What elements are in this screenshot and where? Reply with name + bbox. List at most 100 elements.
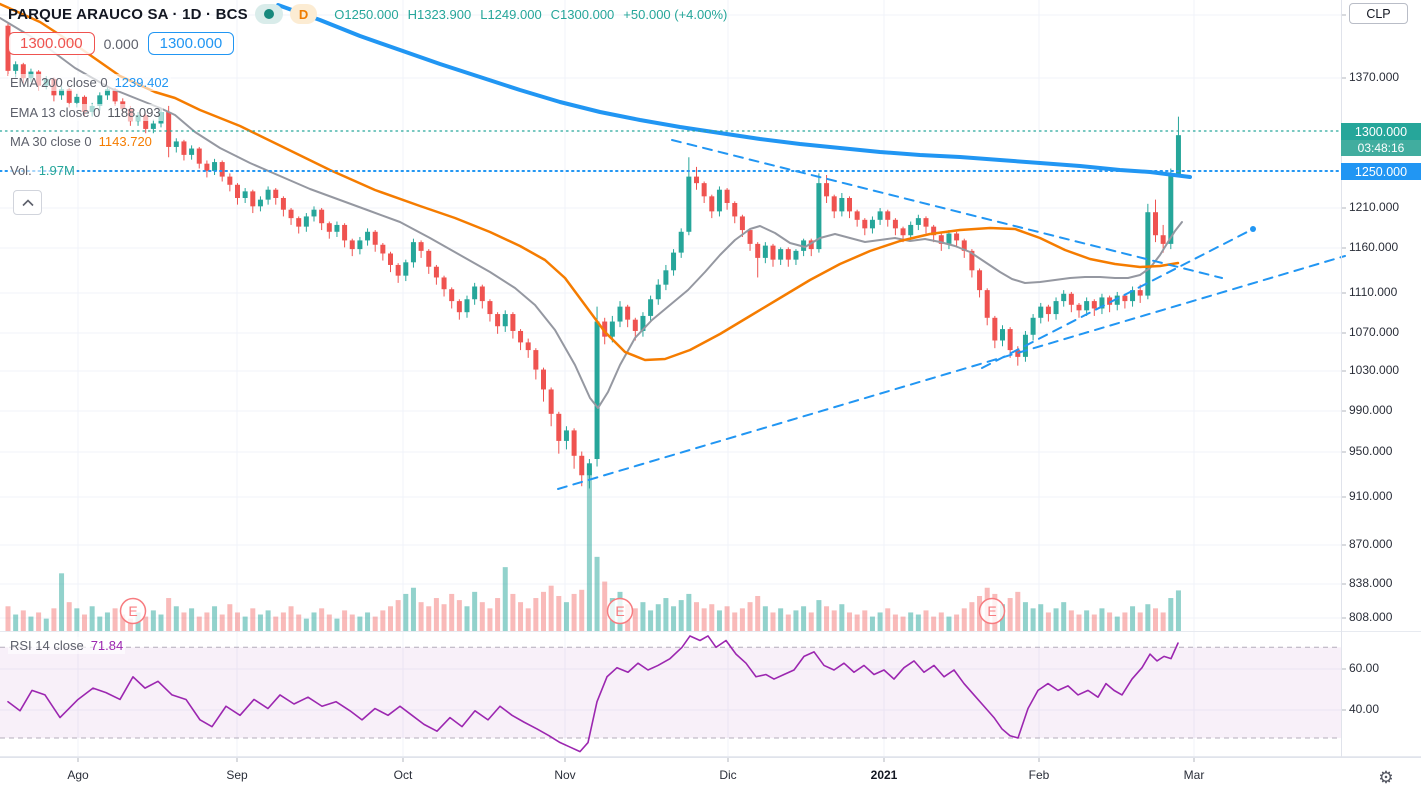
volume-bar <box>785 614 791 631</box>
candle-body <box>877 211 883 220</box>
legend-ema200[interactable]: EMA 200 close 0 1239.402 <box>8 74 171 91</box>
settings-gear-icon[interactable]: ⚙ <box>1378 768 1394 787</box>
candle-body <box>579 455 585 476</box>
volume-bar <box>961 608 967 631</box>
volume-bar <box>586 466 592 631</box>
volume-bar <box>120 614 126 631</box>
candle-body <box>1145 212 1151 296</box>
volume-bar <box>563 602 569 631</box>
price-axis[interactable] <box>1341 0 1421 757</box>
volume-bar <box>541 591 546 631</box>
volume-bar <box>166 598 172 631</box>
time-axis[interactable] <box>0 757 1421 798</box>
alert-price-badge[interactable]: 1250.000 <box>1341 163 1421 180</box>
market-status-pill[interactable] <box>254 4 283 24</box>
earnings-marker[interactable] <box>978 597 1006 625</box>
volume-bar <box>395 600 401 631</box>
candle-body <box>678 231 684 253</box>
rsi-axis-label: 40.00 <box>1349 702 1380 716</box>
trendline[interactable] <box>557 255 1346 490</box>
volume-bar <box>303 618 309 631</box>
trendline-endpoint[interactable] <box>1250 226 1256 232</box>
legend-ma30-value: 1143.720 <box>98 134 152 149</box>
candle-body <box>395 264 401 276</box>
volume-bar <box>280 612 286 631</box>
volume-bar <box>862 610 868 631</box>
earnings-marker-label: E <box>987 603 996 619</box>
candle-body <box>181 141 187 155</box>
legend-volume[interactable]: Vol. 1.97M <box>8 162 77 179</box>
candle-body <box>984 290 990 318</box>
volume-bar <box>808 612 814 631</box>
time-axis-label: Dic <box>719 768 737 782</box>
trendline[interactable] <box>981 229 1252 369</box>
volume-bar <box>579 589 585 631</box>
legend-ma30[interactable]: MA 30 close 0 1143.720 <box>8 133 154 150</box>
price-axis-label: 870.000 <box>1349 537 1393 551</box>
volume-bar <box>311 612 317 631</box>
earnings-marker[interactable] <box>606 597 634 625</box>
candle-body <box>388 253 393 265</box>
earnings-marker[interactable] <box>119 597 147 625</box>
candle-body <box>418 242 424 251</box>
collapse-legend-button[interactable] <box>13 190 42 215</box>
candle-body <box>189 148 195 155</box>
trendline[interactable] <box>671 139 1223 279</box>
candle-body <box>449 289 455 302</box>
alert-price-box-blue[interactable]: 1300.000 <box>147 32 235 55</box>
price-axis-label: 1160.000 <box>1349 240 1399 254</box>
volume-bar <box>747 602 753 631</box>
legend-ema13-label: EMA 13 close 0 <box>10 105 101 120</box>
price-axis-label: 1110.000 <box>1349 285 1398 299</box>
volume-bar <box>426 606 432 631</box>
price-axis-label: 990.000 <box>1349 403 1393 417</box>
close-value: C1300.000 <box>550 6 615 22</box>
volume-bar <box>724 606 730 631</box>
volume-bar <box>235 612 240 631</box>
candle-body <box>793 250 799 260</box>
candle-body <box>510 314 516 331</box>
interval-pill[interactable]: D <box>289 4 318 24</box>
volume-bar <box>885 608 891 631</box>
candle-body <box>1068 293 1074 305</box>
candle-body <box>357 240 363 250</box>
candle-body <box>571 430 577 456</box>
symbol-title[interactable]: PARQUE ARAUCO SA · 1D · BCS <box>8 5 248 23</box>
legend-volume-label: Vol. <box>10 163 32 178</box>
volume-bar <box>5 606 11 631</box>
volume-bar <box>1068 610 1074 631</box>
volume-bar <box>915 614 921 631</box>
candle-body <box>1122 295 1128 302</box>
legend-ema13[interactable]: EMA 13 close 0 1188.093 <box>8 104 163 121</box>
volume-bar <box>1022 602 1028 631</box>
volume-bar <box>755 595 761 631</box>
volume-bar <box>464 606 470 631</box>
market-status-dot-icon <box>263 9 274 19</box>
candle-body <box>640 315 646 331</box>
volume-bar <box>1168 598 1174 631</box>
candle-body <box>1114 295 1120 305</box>
candle-body <box>372 231 378 245</box>
volume-bar <box>410 587 416 631</box>
pane-separator-bottom[interactable] <box>0 756 1421 757</box>
legend-rsi[interactable]: RSI 14 close 71.84 <box>8 637 126 654</box>
ma30-line <box>0 2 1180 362</box>
current-price-badge[interactable]: 1300.000 <box>1341 123 1421 140</box>
volume-bar <box>28 616 34 631</box>
volume-bar <box>663 598 669 631</box>
price-axis-label: 1210.000 <box>1349 200 1400 214</box>
volume-bar <box>1091 614 1097 631</box>
currency-button[interactable]: CLP <box>1349 3 1408 24</box>
volume-bar <box>150 610 156 631</box>
candle-body <box>1061 293 1067 302</box>
volume-bar <box>449 593 455 631</box>
candle-body <box>326 223 332 232</box>
volume-bar <box>1015 591 1021 631</box>
volume-bar <box>158 614 164 631</box>
time-axis-label: 2021 <box>870 768 898 782</box>
pane-separator-top[interactable] <box>0 631 1421 632</box>
change-value: +50.000 (+4.00%) <box>623 6 728 22</box>
alert-price-box-red[interactable]: 1300.000 <box>8 32 95 55</box>
candle-body <box>219 162 225 177</box>
